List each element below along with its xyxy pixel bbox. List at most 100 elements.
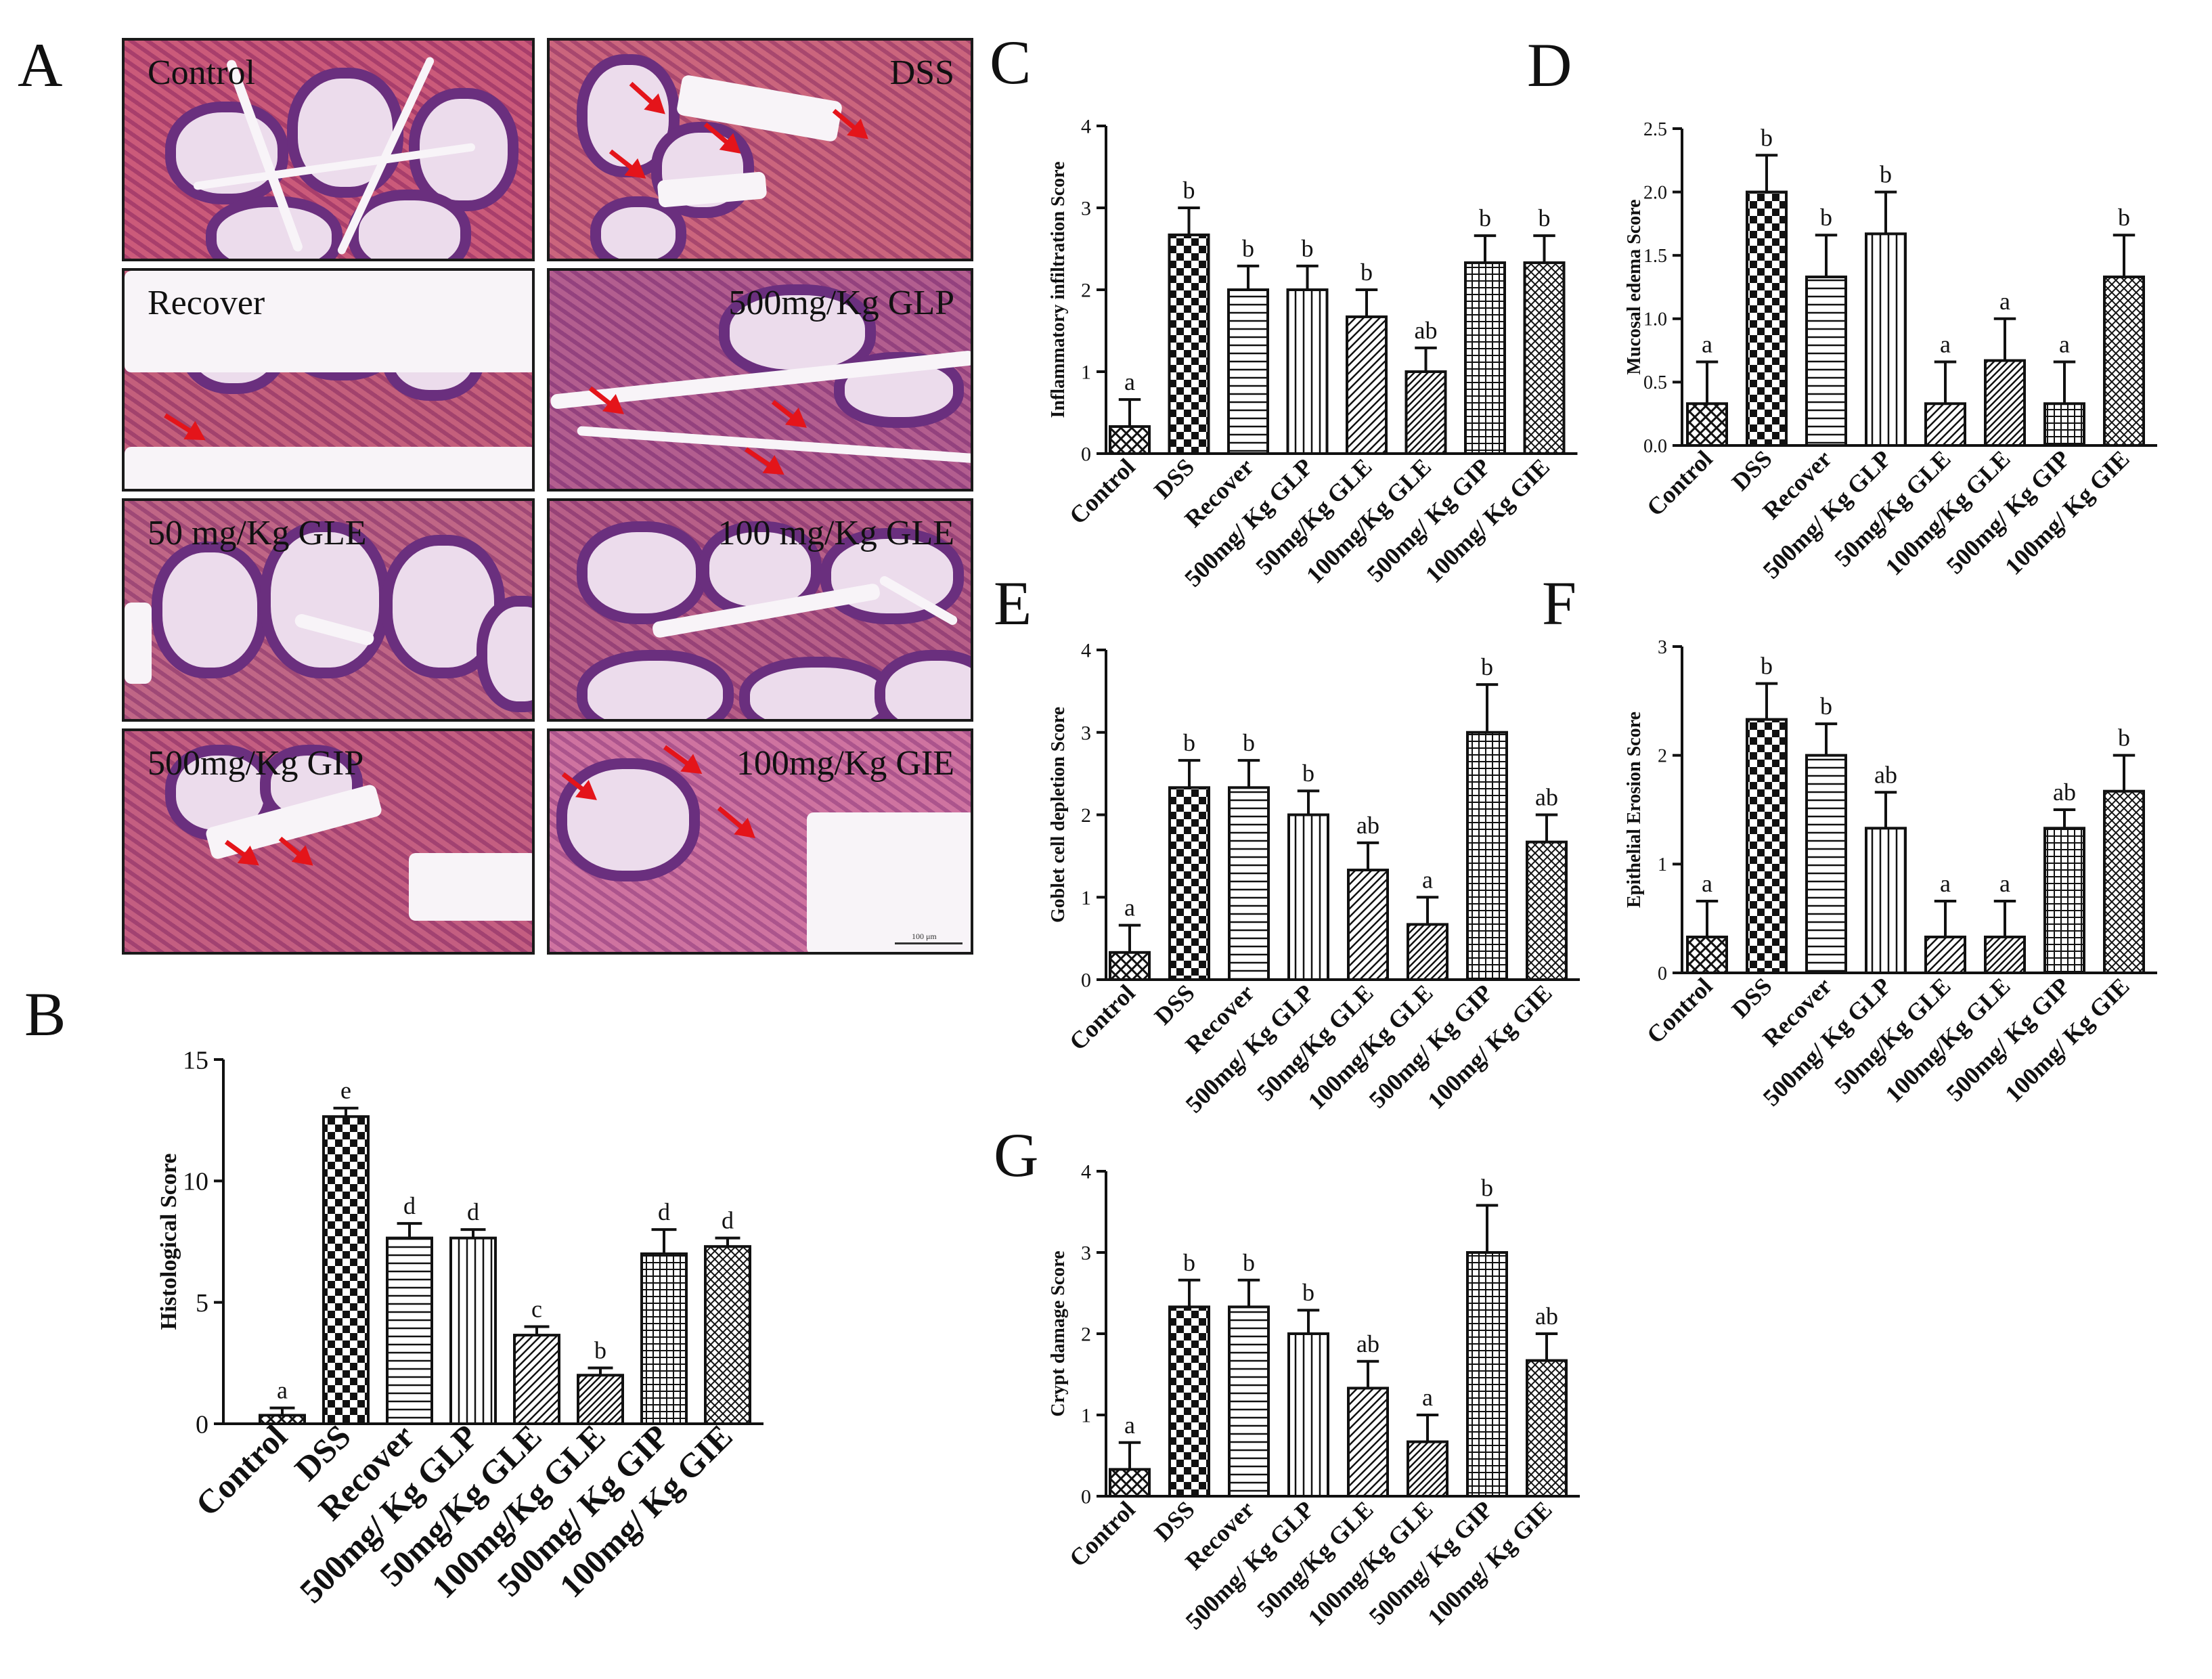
lumen-space bbox=[125, 447, 532, 489]
scale-bar-label: 100 μm bbox=[912, 932, 937, 941]
x-tick-label: DSS bbox=[1149, 1496, 1200, 1546]
chart-panel-e: 0 1 2 3 4 Goblet cell depletion Score a Control… bbox=[1048, 640, 1580, 1118]
bar bbox=[386, 1236, 433, 1425]
micrograph-label: Control bbox=[148, 53, 255, 92]
bar bbox=[1466, 731, 1508, 981]
y-tick-label: 1 bbox=[1658, 854, 1667, 875]
significance-letter: b bbox=[1761, 653, 1773, 680]
y-tick-label: 15 bbox=[183, 1046, 208, 1074]
significance-letter: ab bbox=[1415, 317, 1438, 344]
significance-letter: ab bbox=[1874, 761, 1897, 788]
y-tick-label: 3 bbox=[1081, 1242, 1091, 1265]
bar bbox=[1407, 1440, 1448, 1498]
y-tick-label: 4 bbox=[1081, 640, 1091, 662]
bar bbox=[1865, 827, 1907, 975]
micrograph-4: 500mg/Kg GLP bbox=[547, 268, 973, 492]
significance-letter: b bbox=[1479, 204, 1491, 232]
significance-letter: b bbox=[1820, 204, 1832, 231]
y-tick-label: 4 bbox=[1081, 1161, 1091, 1183]
y-axis-label: Mucosal edema Score bbox=[1624, 199, 1645, 374]
significance-letter: b bbox=[1183, 1249, 1195, 1276]
significance-letter: b bbox=[594, 1337, 606, 1364]
significance-letter: b bbox=[1183, 729, 1195, 756]
bar bbox=[1466, 1251, 1508, 1498]
y-tick-label: 0 bbox=[196, 1410, 208, 1439]
lumen-space bbox=[807, 812, 971, 952]
bar bbox=[1984, 359, 2026, 447]
y-tick-label: 3 bbox=[1081, 722, 1091, 744]
significance-letter: b bbox=[2118, 724, 2130, 751]
bar bbox=[2103, 789, 2145, 974]
panel-letter-e: E bbox=[994, 569, 1032, 638]
significance-letter: b bbox=[1242, 235, 1254, 262]
significance-letter: b bbox=[1243, 1249, 1255, 1276]
bar bbox=[640, 1252, 688, 1426]
crypt-gland bbox=[556, 758, 700, 881]
scale-bar bbox=[895, 942, 963, 944]
bar bbox=[1924, 935, 1966, 974]
lumen-space bbox=[125, 271, 532, 372]
significance-letter: b bbox=[1761, 124, 1773, 151]
significance-letter: d bbox=[722, 1207, 734, 1234]
significance-letter: ab bbox=[1356, 1330, 1379, 1357]
bar bbox=[1168, 786, 1210, 981]
bar bbox=[1865, 232, 1907, 447]
significance-letter: d bbox=[467, 1198, 479, 1225]
y-tick-label: 3 bbox=[1081, 198, 1091, 220]
significance-letter: ab bbox=[2053, 779, 2076, 806]
micrograph-label: Recover bbox=[148, 284, 265, 322]
micrograph-label: 500mg/Kg GIP bbox=[148, 744, 364, 783]
bar bbox=[1228, 786, 1270, 981]
micrograph-label: 500mg/Kg GLP bbox=[728, 284, 954, 322]
significance-letter: a bbox=[1999, 870, 2010, 897]
x-tick-label: DSS bbox=[1149, 979, 1200, 1030]
y-tick-label: 2 bbox=[1081, 804, 1091, 827]
significance-letter: b bbox=[1183, 177, 1195, 204]
significance-letter: b bbox=[1302, 760, 1314, 787]
significance-letter: a bbox=[1940, 330, 1951, 357]
significance-letter: b bbox=[1481, 1174, 1493, 1201]
significance-letter: a bbox=[277, 1377, 288, 1404]
significance-letter: ab bbox=[1535, 784, 1558, 811]
bar bbox=[1404, 370, 1447, 455]
crypt-gland bbox=[875, 650, 971, 719]
y-tick-label: 0 bbox=[1081, 443, 1091, 466]
bar bbox=[1168, 233, 1210, 455]
significance-letter: a bbox=[1124, 1412, 1135, 1439]
panel-letter-a: A bbox=[18, 30, 63, 100]
bar bbox=[1227, 288, 1269, 455]
y-tick-label: 10 bbox=[183, 1168, 208, 1196]
bar bbox=[1347, 869, 1389, 982]
y-tick-label: 1 bbox=[1081, 887, 1091, 909]
bar bbox=[1924, 402, 1966, 447]
y-tick-label: 2 bbox=[1658, 745, 1667, 766]
micrograph-label: DSS bbox=[889, 53, 954, 92]
lumen-space bbox=[409, 853, 532, 921]
significance-letter: a bbox=[1422, 1384, 1433, 1411]
bar bbox=[1109, 1468, 1151, 1498]
bar bbox=[1228, 1305, 1270, 1498]
lumen-space bbox=[125, 603, 152, 684]
bar bbox=[1805, 276, 1847, 447]
y-tick-label: 2 bbox=[1081, 1324, 1091, 1346]
significance-letter: b bbox=[1243, 729, 1255, 756]
bar bbox=[2103, 276, 2145, 447]
panel-letter-d: D bbox=[1527, 30, 1572, 100]
significance-letter: b bbox=[1880, 161, 1892, 188]
panel-letter-b: B bbox=[24, 980, 66, 1049]
bar bbox=[2043, 827, 2085, 975]
bar bbox=[1347, 1387, 1389, 1498]
significance-letter: b bbox=[1820, 693, 1832, 720]
y-tick-label: 1.5 bbox=[1643, 246, 1667, 267]
micrograph-label: 100 mg/Kg GLE bbox=[717, 514, 954, 552]
y-axis-label: Epithelial Erosion Score bbox=[1624, 712, 1645, 908]
panel-letter-c: C bbox=[990, 28, 1032, 97]
x-tick-label: DSS bbox=[1149, 453, 1199, 504]
bar bbox=[1287, 813, 1329, 981]
bar bbox=[322, 1115, 370, 1425]
micrograph-1: Control bbox=[122, 38, 535, 261]
micrograph-5: 50 mg/Kg GLE bbox=[122, 498, 535, 722]
y-axis-label: Crypt damage Score bbox=[1048, 1250, 1069, 1416]
